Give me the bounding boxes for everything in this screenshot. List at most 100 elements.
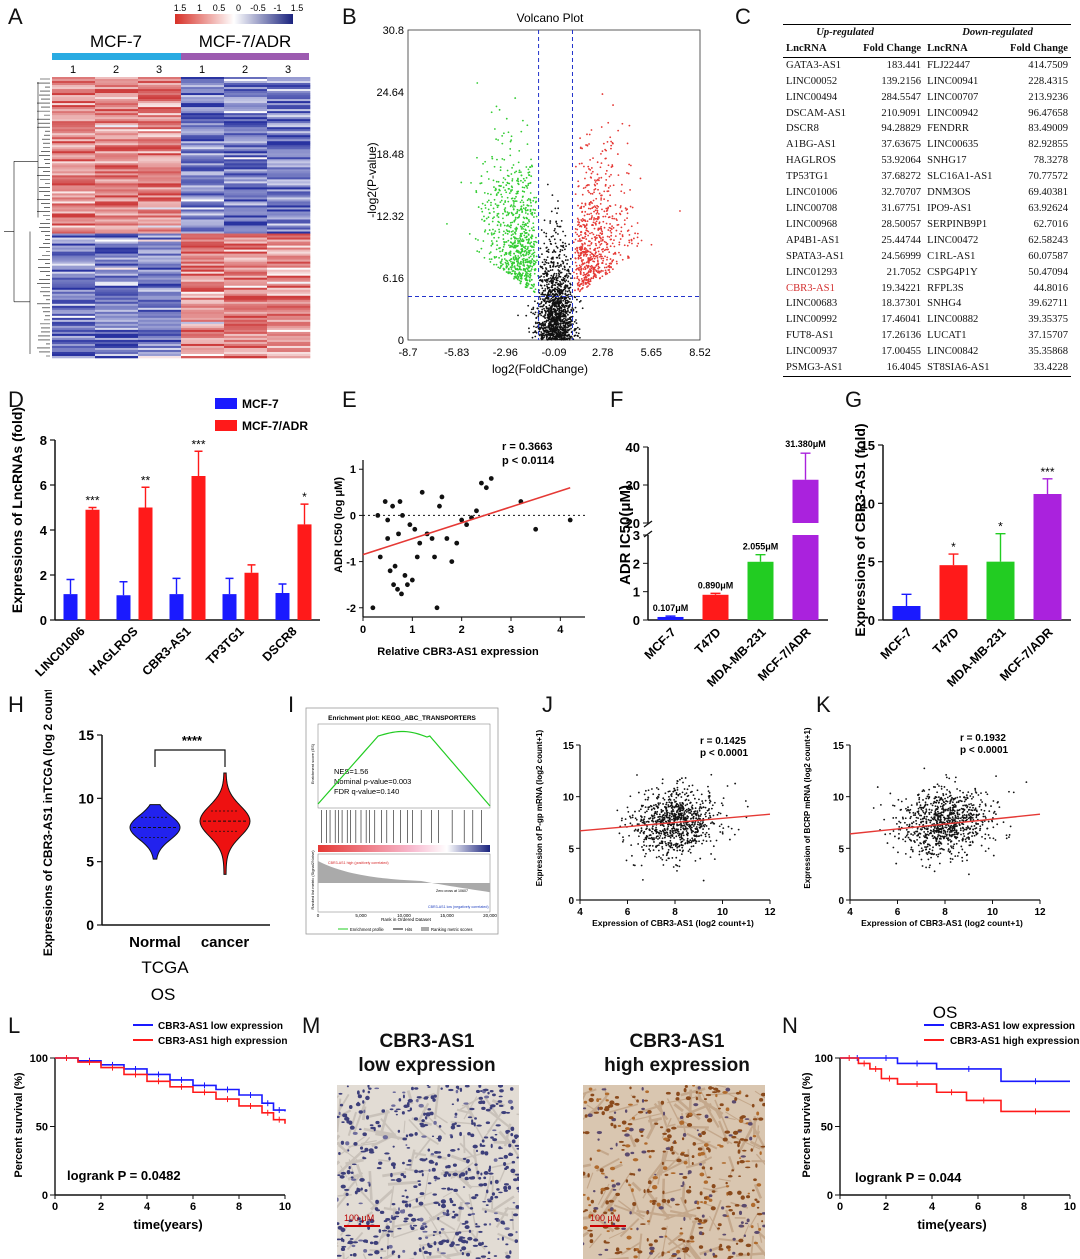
volcano-point [600, 226, 602, 228]
heatmap-cell [267, 262, 310, 264]
heatmap-cell [138, 155, 181, 157]
lncrna-cell: LINC00968 [783, 217, 855, 233]
volcano-point [554, 228, 556, 230]
heatmap-cell [224, 268, 267, 270]
volcano-point [512, 233, 514, 235]
heatmap-cell [267, 131, 310, 133]
heatmap-cell [52, 248, 95, 250]
data-point [675, 845, 677, 847]
volcano-point [507, 201, 509, 203]
volcano-point [601, 208, 603, 210]
volcano-point [552, 335, 554, 337]
volcano-point [587, 279, 589, 281]
data-point [662, 797, 664, 799]
data-point [654, 816, 656, 818]
heatmap-cell [95, 284, 138, 286]
x-tick-label: cancer [201, 934, 250, 951]
volcano-point [511, 180, 513, 182]
heatmap-cell [267, 187, 310, 189]
heatmap-cell [95, 238, 138, 240]
volcano-point [523, 235, 525, 237]
volcano-point [575, 228, 577, 230]
data-point [731, 828, 733, 830]
heatmap-cell [52, 115, 95, 117]
data-point [682, 782, 684, 784]
data-point [692, 818, 694, 820]
data-point [646, 810, 648, 812]
volcano-point [549, 265, 551, 267]
heatmap-cell [52, 153, 95, 155]
volcano-xlabel: log2(FoldChange) [492, 362, 588, 376]
scatter-pgp: r = 0.1425 p < 0.0001 Expression of P-gp… [530, 690, 800, 950]
volcano-point [507, 263, 509, 265]
heatmap-cell [181, 113, 224, 115]
data-point [378, 555, 383, 560]
data-point [632, 816, 634, 818]
heatmap-cell [138, 224, 181, 226]
volcano-point [589, 284, 591, 286]
volcano-point [552, 262, 554, 264]
heatmap-cell [95, 137, 138, 139]
heatmap-cell [181, 298, 224, 300]
data-point [665, 844, 667, 846]
lncrna-cell: C1RL-AS1 [924, 249, 1001, 265]
significance-mark: *** [191, 437, 205, 451]
heatmap-cell [181, 304, 224, 306]
heatmap-cell [181, 320, 224, 322]
y-tick-label: 20 [626, 516, 640, 531]
volcano-point [598, 213, 600, 215]
data-point [430, 536, 435, 541]
data-point [683, 829, 685, 831]
volcano-title: Volcano Plot [517, 11, 584, 25]
volcano-point [527, 184, 529, 186]
data-point [640, 815, 642, 817]
data-point [670, 847, 672, 849]
heatmap-cell [138, 125, 181, 127]
data-point [432, 555, 437, 560]
heatmap-cell [267, 306, 310, 308]
volcano-point [530, 175, 532, 177]
volcano-point [607, 229, 609, 231]
data-point [668, 801, 670, 803]
heatmap-cell [138, 314, 181, 316]
error-bar [996, 534, 1006, 562]
volcano-point [533, 197, 535, 199]
data-point [708, 795, 710, 797]
gsea-xtick: 20,000 [483, 913, 497, 918]
volcano-point [555, 221, 557, 223]
fold-change-cell: 28.50057 [855, 217, 924, 233]
volcano-point [556, 282, 558, 284]
volcano-point [566, 331, 568, 333]
volcano-point [578, 255, 580, 257]
heatmap-cell [224, 83, 267, 85]
data-point [722, 804, 724, 806]
heatmap-cell [52, 189, 95, 191]
volcano-point [482, 203, 484, 205]
data-point [664, 812, 666, 814]
fold-change-cell: 414.7509 [1002, 57, 1071, 73]
heatmap-cell [224, 115, 267, 117]
data-point [705, 812, 707, 814]
heatmap-cell [224, 252, 267, 254]
volcano-point [564, 243, 566, 245]
heatmap-cell [267, 153, 310, 155]
heatmap-cell [52, 123, 95, 125]
volcano-point [526, 187, 528, 189]
fold-change-cell: 24.56999 [855, 249, 924, 265]
data-point [666, 802, 668, 804]
e-ylabel: ADR IC50 (log μM) [333, 477, 345, 573]
volcano-point [553, 318, 555, 320]
volcano-point [593, 217, 595, 219]
heatmap-cell [267, 177, 310, 179]
volcano-point [532, 308, 534, 310]
volcano-point [536, 255, 538, 257]
lncrna-cell: CSPG4P1Y [924, 265, 1001, 281]
volcano-point [535, 197, 537, 199]
volcano-point [590, 243, 592, 245]
heatmap-cell [224, 280, 267, 282]
j-stat-p: p < 0.0001 [700, 748, 749, 759]
heatmap-cell [138, 330, 181, 332]
volcano-point [607, 141, 609, 143]
volcano-point [523, 187, 525, 189]
heatmap-cell [95, 167, 138, 169]
